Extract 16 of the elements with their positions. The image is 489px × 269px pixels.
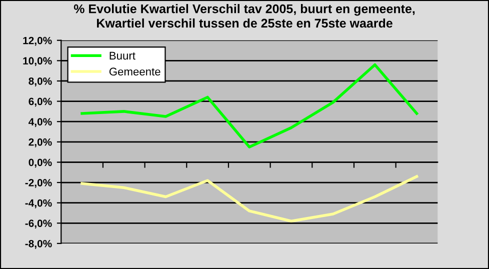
y-tick-label: -6,0% <box>25 220 52 229</box>
y-tick-label: 10,0% <box>23 57 52 66</box>
y-tick-label: 0,0% <box>28 158 52 168</box>
y-tick-label: 8,0% <box>28 77 52 86</box>
y-tick-label: -4,0% <box>25 199 52 208</box>
line-series <box>80 63 418 148</box>
y-tick-label: -2,0% <box>25 179 52 188</box>
legend-label: Buurt <box>110 52 136 60</box>
line-series <box>80 175 418 222</box>
chart-title: % Evolutie Kwartiel Verschil tav 2005, buurt en gemeente, Kwartiel verschil tussen de 25ste en 75ste waarde <box>74 4 415 28</box>
legend-label: Gemeente <box>109 68 160 76</box>
y-tick-label: 2,0% <box>28 138 52 148</box>
y-tick-label: 6,0% <box>28 98 52 107</box>
y-tick-label: -8,0% <box>25 240 52 249</box>
y-tick-label: 12,0% <box>23 36 52 46</box>
y-tick-label: 4,0% <box>28 118 52 127</box>
